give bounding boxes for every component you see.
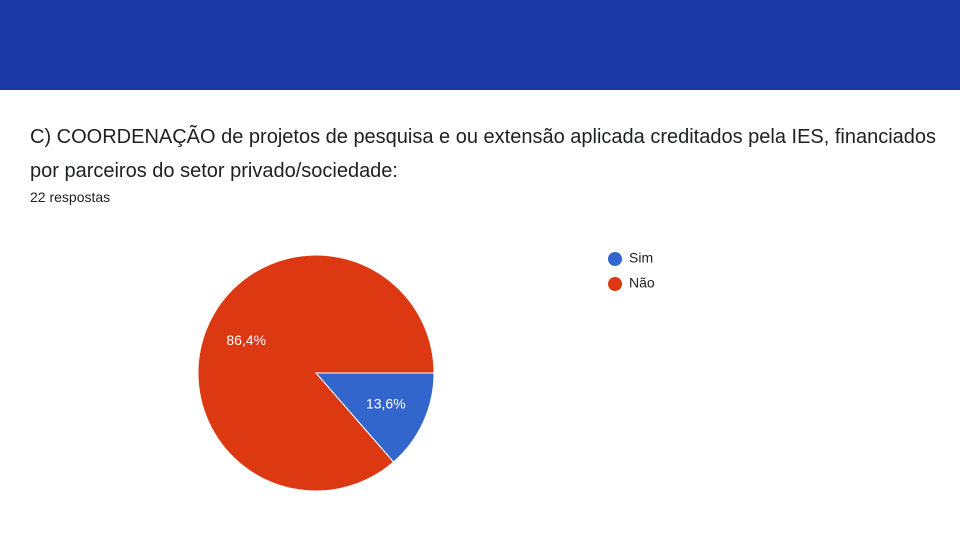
- pie-slice: [314, 372, 435, 463]
- legend-marker: [608, 277, 622, 291]
- pie-slice: [197, 254, 435, 492]
- legend-label: Sim: [629, 250, 653, 266]
- legend-marker: [608, 252, 622, 266]
- slice-label: 86,4%: [226, 332, 266, 348]
- legend-label: Não: [629, 275, 655, 291]
- response-count: 22 respostas: [30, 189, 111, 205]
- slice-label: 13,6%: [366, 395, 406, 411]
- header-bar: [0, 0, 960, 90]
- chart-title: C) COORDENAÇÃO de projetos de pesquisa e…: [30, 126, 937, 182]
